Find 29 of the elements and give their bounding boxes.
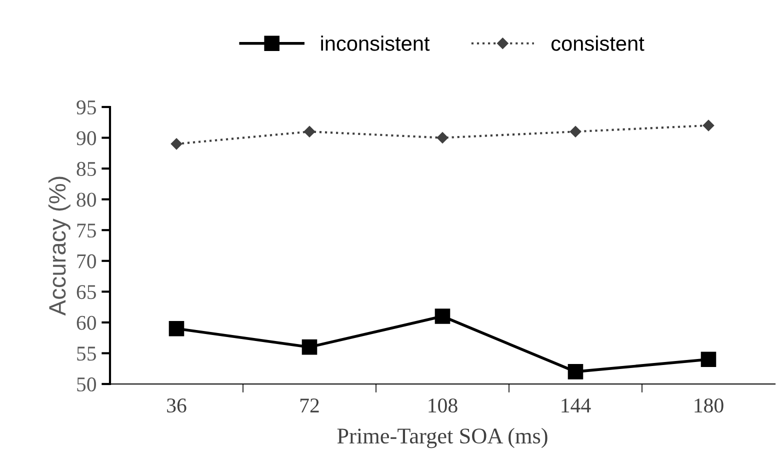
y-tick-label: 95 (76, 100, 96, 114)
x-tick-label: 144 (562, 398, 591, 412)
y-tick-label: 50 (77, 377, 96, 392)
x-tick-label: 72 (300, 398, 319, 412)
point (702, 120, 714, 132)
point (434, 308, 450, 324)
point (570, 126, 582, 138)
x-tick-label: 36 (167, 398, 186, 413)
point (568, 364, 584, 380)
x-tick-label: 108 (428, 398, 458, 413)
y-tick-label: 80 (76, 192, 96, 207)
x-tick-label: 180 (694, 398, 724, 413)
point (302, 339, 318, 355)
legend-label: consistent (551, 36, 644, 51)
x-axis-title: Prime-Target SOA (ms) (337, 428, 548, 448)
legend-label: inconsistent (321, 36, 430, 51)
point (436, 132, 448, 144)
y-axis-title: Accuracy (%) (48, 176, 70, 316)
y-tick-label: 85 (76, 162, 96, 176)
point (170, 138, 182, 150)
point (304, 126, 316, 138)
y-tick-label: 70 (77, 254, 96, 268)
y-tick-label: 60 (76, 316, 96, 330)
point (700, 352, 716, 368)
y-tick-label: 65 (76, 285, 96, 300)
point (168, 320, 184, 336)
y-tick-label: 90 (76, 131, 96, 146)
y-tick-label: 55 (77, 346, 96, 361)
y-tick-label: 75 (77, 224, 96, 238)
